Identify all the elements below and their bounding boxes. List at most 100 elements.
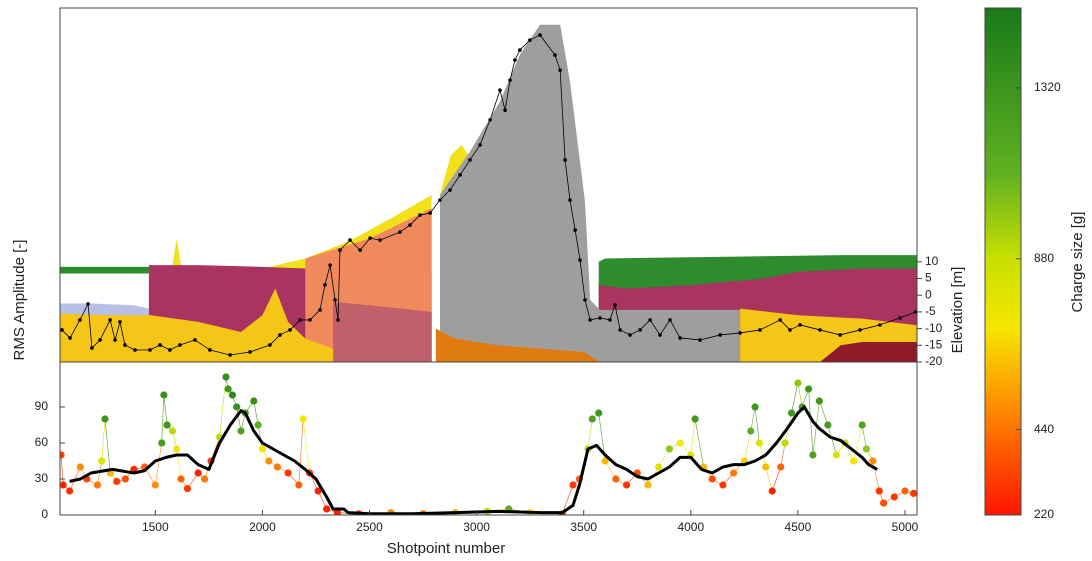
data-point <box>778 318 782 322</box>
data-point <box>336 318 340 322</box>
data-point <box>498 88 502 92</box>
data-point <box>101 415 109 423</box>
connector <box>765 466 773 492</box>
data-point <box>488 118 492 122</box>
x-tick-label: 2000 <box>249 520 276 534</box>
data-point <box>418 213 422 217</box>
data-point <box>578 258 582 262</box>
x-tick-label: 4500 <box>785 520 812 534</box>
data-point <box>265 457 273 465</box>
y-tick-label: 30 <box>35 471 49 485</box>
data-point <box>890 493 898 501</box>
colorbar <box>984 7 1022 516</box>
data-point <box>598 316 602 320</box>
data-point <box>250 397 258 405</box>
data-point <box>151 481 159 489</box>
data-point <box>805 385 813 393</box>
data-point <box>178 343 182 347</box>
data-point <box>208 348 212 352</box>
top-panel <box>60 24 917 362</box>
data-point <box>299 415 307 423</box>
y2-axis-label: Elevation [m] <box>949 267 966 354</box>
connector <box>302 418 310 474</box>
connector <box>690 418 696 456</box>
data-point <box>194 469 202 477</box>
data-point <box>224 385 232 393</box>
colorbar-tick-label: 220 <box>1034 507 1054 521</box>
y2-tick-label: 10 <box>925 254 939 268</box>
data-point <box>278 333 282 337</box>
data-point <box>323 505 331 513</box>
data-point <box>314 487 322 495</box>
data-point <box>832 451 841 459</box>
data-point <box>148 348 152 352</box>
data-point <box>233 403 241 411</box>
bottom-panel <box>60 373 917 515</box>
data-point <box>93 481 102 489</box>
data-point <box>858 421 866 429</box>
data-point <box>538 33 542 37</box>
connector <box>298 418 304 486</box>
data-point <box>368 236 372 240</box>
data-point <box>869 457 877 465</box>
data-point <box>121 475 129 483</box>
data-point <box>787 409 796 417</box>
data-point <box>254 421 262 429</box>
data-point <box>98 457 106 465</box>
data-point <box>628 333 632 337</box>
data-point <box>333 298 337 302</box>
data-point <box>528 38 532 42</box>
connector <box>808 388 814 456</box>
data-point <box>66 487 74 495</box>
layer-area <box>439 24 741 362</box>
data-point <box>248 350 252 354</box>
data-point <box>268 343 272 347</box>
connector <box>744 430 752 462</box>
connector <box>791 382 799 414</box>
connector <box>754 406 760 444</box>
data-point <box>348 238 352 242</box>
layer-area <box>60 288 334 362</box>
data-point <box>809 451 817 459</box>
data-point <box>698 338 702 342</box>
data-point <box>60 328 64 332</box>
data-point <box>295 481 303 489</box>
connector <box>812 400 820 456</box>
data-point <box>909 489 917 497</box>
x-tick-label: 3000 <box>463 520 490 534</box>
connector <box>694 418 705 468</box>
data-point <box>168 427 177 435</box>
data-point <box>678 336 682 340</box>
connector <box>154 442 163 486</box>
data-point <box>318 308 322 312</box>
data-point <box>183 485 192 493</box>
data-point <box>618 328 622 332</box>
data-point <box>478 143 482 147</box>
data-point <box>78 318 82 322</box>
data-point <box>569 481 577 489</box>
data-point <box>258 445 267 453</box>
connector <box>104 418 111 474</box>
data-point <box>200 475 209 483</box>
data-point <box>76 463 84 471</box>
data-point <box>583 298 587 302</box>
data-point <box>168 348 172 352</box>
data-point <box>849 457 858 465</box>
connector <box>872 460 880 492</box>
data-point <box>338 248 342 252</box>
connector <box>236 406 242 432</box>
data-point <box>568 198 572 202</box>
data-point <box>824 421 832 429</box>
data-point <box>755 439 763 447</box>
data-point <box>676 439 684 447</box>
x-tick-label: 3500 <box>570 520 597 534</box>
data-point <box>588 318 592 322</box>
connector <box>853 424 863 462</box>
data-point <box>777 463 785 471</box>
data-point <box>862 445 871 453</box>
y2-tick-label: -20 <box>925 354 943 368</box>
y2-tick-label: -10 <box>925 321 943 335</box>
data-point <box>655 463 663 471</box>
data-point <box>193 338 197 342</box>
